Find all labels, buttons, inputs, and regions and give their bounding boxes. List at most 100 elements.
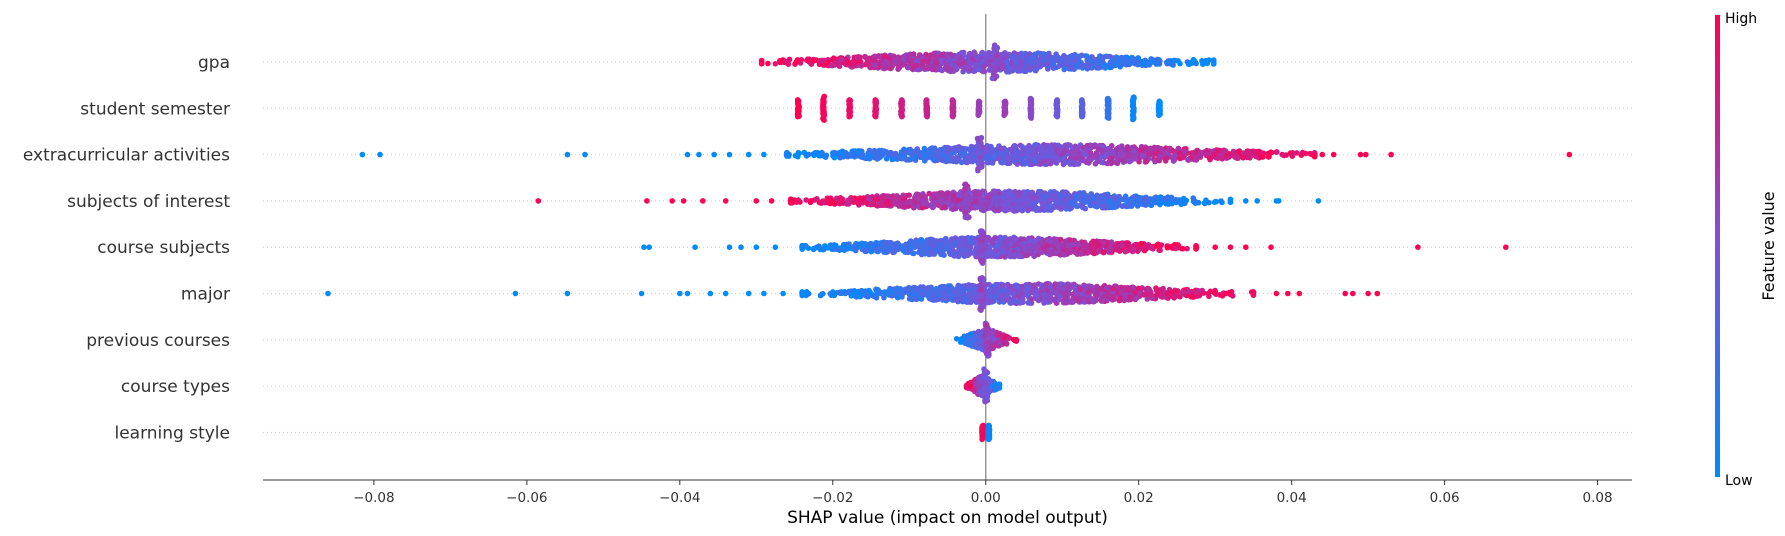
shap-point	[1122, 248, 1129, 255]
shap-point	[1141, 246, 1147, 252]
shap-point	[1177, 60, 1183, 67]
shap-point	[938, 156, 945, 163]
shap-point	[1161, 195, 1167, 202]
shap-point	[977, 243, 984, 250]
shap-point	[1174, 242, 1181, 248]
shap-point	[999, 145, 1005, 152]
shap-outlier-point	[700, 198, 706, 204]
shap-point	[931, 66, 938, 72]
shap-point	[979, 252, 985, 259]
shap-point	[1067, 149, 1073, 155]
shap-point	[879, 152, 885, 159]
feature-label: course subjects	[97, 238, 230, 258]
shap-point	[1060, 243, 1066, 249]
shap-point	[1028, 199, 1034, 206]
shap-point	[1120, 152, 1127, 159]
shap-point	[1050, 203, 1057, 209]
shap-point	[1019, 196, 1025, 203]
shap-point	[898, 59, 904, 66]
shap-point	[999, 159, 1005, 166]
shap-point	[1153, 60, 1160, 66]
shap-point	[1212, 198, 1219, 205]
shap-point	[1033, 207, 1039, 213]
shap-point	[1007, 157, 1013, 164]
shap-point	[1200, 61, 1206, 67]
shap-point	[1014, 161, 1021, 167]
shap-point	[916, 52, 923, 58]
shap-point	[1006, 206, 1012, 212]
shap-point	[1138, 240, 1145, 247]
shap-point	[1011, 251, 1018, 258]
shap-point	[1013, 59, 1019, 65]
shap-point	[1124, 240, 1131, 246]
shap-point	[972, 198, 979, 205]
shap-point	[1098, 147, 1104, 154]
shap-point	[899, 153, 905, 159]
shap-point	[1081, 62, 1088, 69]
shap-point	[917, 237, 924, 243]
shap-point	[1227, 197, 1234, 203]
shap-point	[1049, 242, 1055, 249]
shap-outlier-point	[692, 244, 698, 250]
shap-point	[884, 193, 891, 199]
shap-point	[1002, 189, 1008, 196]
shap-outlier-point	[1227, 244, 1234, 250]
shap-point	[959, 240, 965, 246]
shap-point	[1084, 53, 1090, 59]
shap-point	[984, 159, 991, 166]
shap-point	[1173, 199, 1180, 206]
shap-point	[1100, 240, 1107, 246]
shap-point	[841, 241, 847, 248]
shap-point	[1185, 157, 1192, 163]
shap-point	[1181, 148, 1188, 155]
shap-point	[1180, 245, 1186, 252]
shap-point	[1155, 157, 1161, 164]
shap-point	[972, 189, 978, 195]
feature-label: major	[181, 285, 230, 305]
shap-point	[811, 152, 817, 159]
shap-point	[862, 53, 868, 60]
shap-point	[900, 204, 906, 210]
shap-point	[944, 62, 951, 69]
shap-point	[1206, 57, 1212, 63]
shap-point	[938, 60, 944, 67]
shap-point	[1009, 150, 1016, 156]
shap-point	[1266, 151, 1272, 158]
shap-point	[1307, 150, 1313, 157]
shap-point	[898, 245, 904, 251]
shap-point	[1240, 155, 1246, 161]
shap-point	[930, 157, 937, 163]
shap-point	[971, 62, 978, 68]
shap-point	[1034, 63, 1041, 69]
shap-point	[772, 61, 779, 67]
shap-point	[1013, 236, 1019, 243]
shap-point	[1104, 160, 1110, 167]
shap-point	[810, 245, 817, 252]
shap-outlier-point	[1243, 244, 1249, 250]
shap-point	[1099, 159, 1105, 166]
shap-outlier-point	[535, 198, 542, 204]
shap-point	[873, 240, 880, 246]
shap-point	[889, 156, 895, 163]
shap-point	[1144, 60, 1151, 66]
shap-point	[939, 67, 945, 74]
shap-point	[853, 54, 860, 60]
shap-point	[1078, 250, 1084, 257]
shap-point	[1139, 196, 1145, 202]
shap-point	[908, 156, 914, 163]
feature-label: extracurricular activities	[23, 146, 230, 166]
shap-point	[1192, 198, 1198, 205]
shap-point	[846, 113, 852, 120]
shap-outlier-point	[1254, 198, 1260, 204]
shap-point	[875, 203, 881, 209]
shap-outlier-point	[582, 151, 588, 158]
shap-point	[1095, 243, 1101, 249]
shap-point	[858, 63, 864, 69]
shap-point	[981, 197, 988, 203]
shap-point	[1046, 248, 1052, 255]
shap-point	[976, 144, 982, 150]
shap-point	[980, 62, 987, 69]
shap-point	[1083, 152, 1089, 158]
shap-point	[929, 202, 936, 208]
shap-point	[1002, 50, 1008, 56]
